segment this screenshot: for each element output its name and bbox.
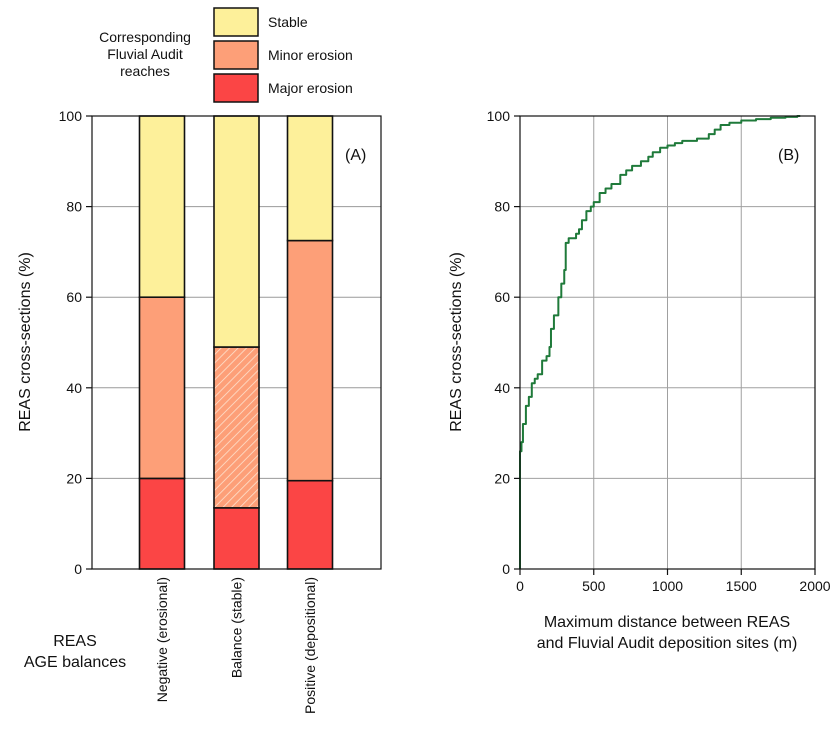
legend-title-line-3: reaches [120, 63, 170, 79]
bar-segment-major-erosion [213, 507, 260, 570]
x-group-label-line-2: AGE balances [24, 654, 126, 671]
panel-b-label: (B) [778, 147, 799, 164]
panel-b-y-tick-label: 40 [494, 380, 510, 396]
panel-b-y-axis-label: REAS cross-sections (%) [448, 252, 465, 432]
panel-b-y-tick-label: 60 [494, 289, 510, 305]
panel-a-category-label: Negative (erosional) [154, 577, 170, 702]
panel-b-x-tick-label: 500 [582, 578, 606, 594]
bar-segment-stable [286, 115, 334, 242]
panel-a-y-ticks: 0 20 40 60 80 100 [59, 108, 92, 577]
panel-b: 0 20 40 60 80 100 0 500 1000 1500 2000 (B) REAS c… [448, 108, 831, 652]
panel-b-x-axis-label-line-1: Maximum distance between REAS [544, 614, 790, 631]
panel-a-category-labels: Negative (erosional) Balance (stable) Posi… [154, 577, 318, 714]
panel-b-y-tick-label: 100 [487, 108, 511, 124]
panel-a-y-tick-label: 0 [74, 561, 82, 577]
panel-b-grid [520, 116, 815, 569]
panel-a-y-tick-label: 40 [66, 380, 82, 396]
panel-a-category-label: Positive (depositional) [302, 577, 318, 714]
panel-a-bars [138, 115, 334, 570]
panel-a-category-label: Balance (stable) [229, 577, 245, 678]
panel-b-x-axis-label-line-2: and Fluvial Audit deposition sites (m) [537, 635, 798, 652]
bar-segment-stable [138, 115, 186, 298]
panel-b-y-tick-label: 80 [494, 199, 510, 215]
legend-title-line-2: Fluvial Audit [107, 46, 183, 62]
bar-segment-stable [213, 115, 260, 348]
legend-swatch-major-erosion [213, 73, 259, 103]
legend-swatch-stable [213, 7, 259, 37]
panel-a-frame [91, 115, 382, 570]
bar-segment-major-erosion [286, 479, 334, 570]
panel-a-y-axis-label: REAS cross-sections (%) [17, 252, 34, 432]
legend-label-major-erosion: Major erosion [268, 80, 353, 96]
panel-b-x-tick-label: 1000 [652, 578, 683, 594]
legend-label-minor-erosion: Minor erosion [268, 47, 353, 63]
legend-label-stable: Stable [268, 14, 308, 30]
panel-b-y-ticks: 0 20 40 60 80 100 [487, 108, 520, 577]
legend-title-line-1: Corresponding [99, 29, 191, 45]
bar-segment-minor-erosion [286, 239, 334, 482]
panel-a-y-tick-label: 60 [66, 289, 82, 305]
legend-swatch-minor-erosion [213, 40, 259, 70]
panel-b-cumulative-line [519, 115, 801, 569]
panel-b-x-tick-label: 0 [516, 578, 524, 594]
panel-a-label: (A) [345, 147, 366, 164]
panel-a: 0 20 40 60 80 100 (A) REAS cross-sections (%)… [17, 108, 382, 714]
panel-a-y-tick-label: 80 [66, 199, 82, 215]
panel-b-x-ticks: 0 500 1000 1500 2000 [516, 569, 831, 594]
bar-segment-minor-erosion [213, 346, 260, 509]
legend: Corresponding Fluvial Audit reaches Stab… [99, 7, 353, 103]
panel-b-x-tick-label: 2000 [799, 578, 830, 594]
bar-segment-major-erosion [138, 477, 186, 570]
panel-a-y-tick-label: 100 [59, 108, 83, 124]
panel-b-x-tick-label: 1500 [726, 578, 757, 594]
panel-b-y-tick-label: 20 [494, 470, 510, 486]
bar-segment-minor-erosion [138, 296, 186, 480]
panel-a-y-tick-label: 20 [66, 470, 82, 486]
panel-b-y-tick-label: 0 [502, 561, 510, 577]
x-group-label-line-1: REAS [53, 633, 97, 650]
